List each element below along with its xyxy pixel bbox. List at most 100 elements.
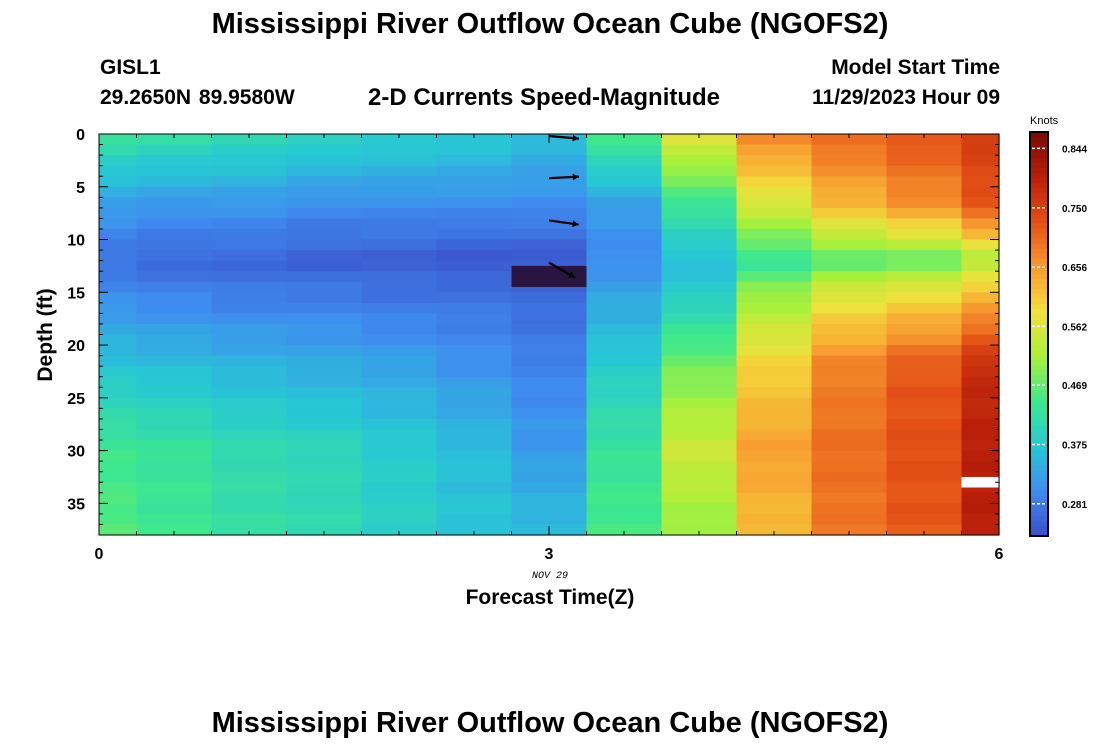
x-axis-label: Forecast Time(Z) xyxy=(466,586,635,609)
colorbar-segment xyxy=(1030,258,1048,264)
heatmap-cell xyxy=(886,292,963,304)
y-tick-label: 35 xyxy=(67,496,85,513)
page-title: Mississippi River Outflow Ocean Cube (NG… xyxy=(211,8,889,40)
heatmap-cell xyxy=(136,492,213,504)
colorbar-segment xyxy=(1030,137,1048,143)
heatmap-cell xyxy=(436,271,513,283)
heatmap-cell xyxy=(436,281,513,293)
y-tick-label: 10 xyxy=(67,233,85,250)
heatmap-cell xyxy=(886,440,963,452)
heatmap-cell xyxy=(99,176,138,188)
heatmap-cell xyxy=(811,250,888,262)
heatmap-cell xyxy=(811,165,888,177)
colorbar-tick-label: 0.562 xyxy=(1062,322,1087,333)
heatmap-cell xyxy=(436,144,513,156)
heatmap-cell xyxy=(736,440,813,452)
colorbar-segment xyxy=(1030,167,1048,173)
heatmap-cell xyxy=(136,260,213,272)
colorbar-tick-label: 0.375 xyxy=(1062,440,1087,451)
heatmap-cell xyxy=(736,207,813,220)
heatmap-cell xyxy=(586,271,663,283)
heatmap-cell xyxy=(886,176,963,188)
heatmap-cell xyxy=(886,313,963,325)
heatmap-cell xyxy=(211,376,288,388)
colorbar-segment xyxy=(1030,298,1048,305)
heatmap-cell xyxy=(811,323,888,336)
heatmap-cell xyxy=(961,418,1000,431)
direction-arrow-head xyxy=(572,220,579,228)
heatmap-cell xyxy=(436,345,513,357)
anomaly-cell xyxy=(511,265,587,288)
heatmap-cell xyxy=(211,387,288,399)
heatmap-cell xyxy=(286,461,363,473)
heatmap-cell xyxy=(961,355,1000,367)
heatmap-cell xyxy=(586,323,663,336)
colorbar-segment xyxy=(1030,455,1048,461)
heatmap-cell xyxy=(361,250,438,262)
heatmap-cell xyxy=(886,355,963,367)
heatmap-cell xyxy=(661,366,738,378)
footer-title: Mississippi River Outflow Ocean Cube (NG… xyxy=(211,707,889,739)
colorbar-segment xyxy=(1030,238,1048,244)
heatmap-cell xyxy=(811,334,888,346)
colorbar-segment xyxy=(1030,429,1048,436)
heatmap-cell xyxy=(736,355,813,367)
heatmap-cell xyxy=(511,513,588,526)
heatmap-cell xyxy=(736,408,813,420)
colorbar-segment xyxy=(1030,369,1048,375)
heatmap-cell xyxy=(511,250,588,262)
heatmap-cell xyxy=(736,503,813,515)
y-tick-label: 30 xyxy=(67,444,85,461)
heatmap-cell xyxy=(811,492,888,504)
heatmap-cell xyxy=(286,271,363,283)
heatmap-cell xyxy=(286,513,363,526)
colorbar-segment xyxy=(1030,435,1048,441)
heatmap-cell xyxy=(811,513,888,526)
heatmap-cell xyxy=(361,461,438,473)
heatmap-cell xyxy=(811,376,888,388)
heatmap-cell xyxy=(811,186,888,198)
heatmap-cell xyxy=(436,376,513,388)
heatmap-cell xyxy=(736,513,813,526)
heatmap-cell xyxy=(661,492,738,504)
colorbar-segment xyxy=(1030,334,1048,340)
y-tick-label: 15 xyxy=(67,285,85,302)
heatmap-cell xyxy=(286,503,363,515)
colorbar-segment xyxy=(1030,404,1048,411)
heatmap-cell xyxy=(811,397,888,409)
heatmap-cell xyxy=(511,334,588,346)
heatmap-cell xyxy=(211,271,288,283)
heatmap-cell xyxy=(511,366,588,378)
heatmap-cell xyxy=(661,292,738,304)
heatmap-cell xyxy=(661,450,738,462)
heatmap-cell xyxy=(961,450,1000,462)
heatmap-cell xyxy=(736,218,813,230)
heatmap-cell xyxy=(436,176,513,188)
heatmap-cell xyxy=(136,461,213,473)
heatmap-cell xyxy=(436,461,513,473)
heatmap-cell xyxy=(811,218,888,230)
heatmap-cell xyxy=(99,271,138,283)
heatmap-cell xyxy=(286,302,363,314)
heatmap-cell xyxy=(211,397,288,409)
heatmap-cell xyxy=(136,281,213,293)
heatmap-cell xyxy=(736,482,813,494)
heatmap-cell xyxy=(511,408,588,420)
heatmap-cell xyxy=(361,239,438,251)
heatmap-cell xyxy=(736,281,813,293)
colorbar-segment xyxy=(1030,177,1048,184)
heatmap-cell xyxy=(736,260,813,272)
heatmap-cell xyxy=(586,376,663,388)
colorbar-segment xyxy=(1030,409,1048,416)
heatmap-cell xyxy=(586,144,663,156)
heatmap-cell xyxy=(661,176,738,188)
heatmap-cell xyxy=(361,450,438,462)
heatmap-cell xyxy=(136,218,213,230)
heatmap-cell xyxy=(886,271,963,283)
colorbar-segment xyxy=(1030,414,1048,421)
colorbar-segment xyxy=(1030,207,1048,214)
heatmap-cell xyxy=(361,165,438,177)
colorbar-segment xyxy=(1030,273,1048,280)
heatmap-cell xyxy=(361,345,438,357)
heatmap-cell xyxy=(961,281,1000,293)
